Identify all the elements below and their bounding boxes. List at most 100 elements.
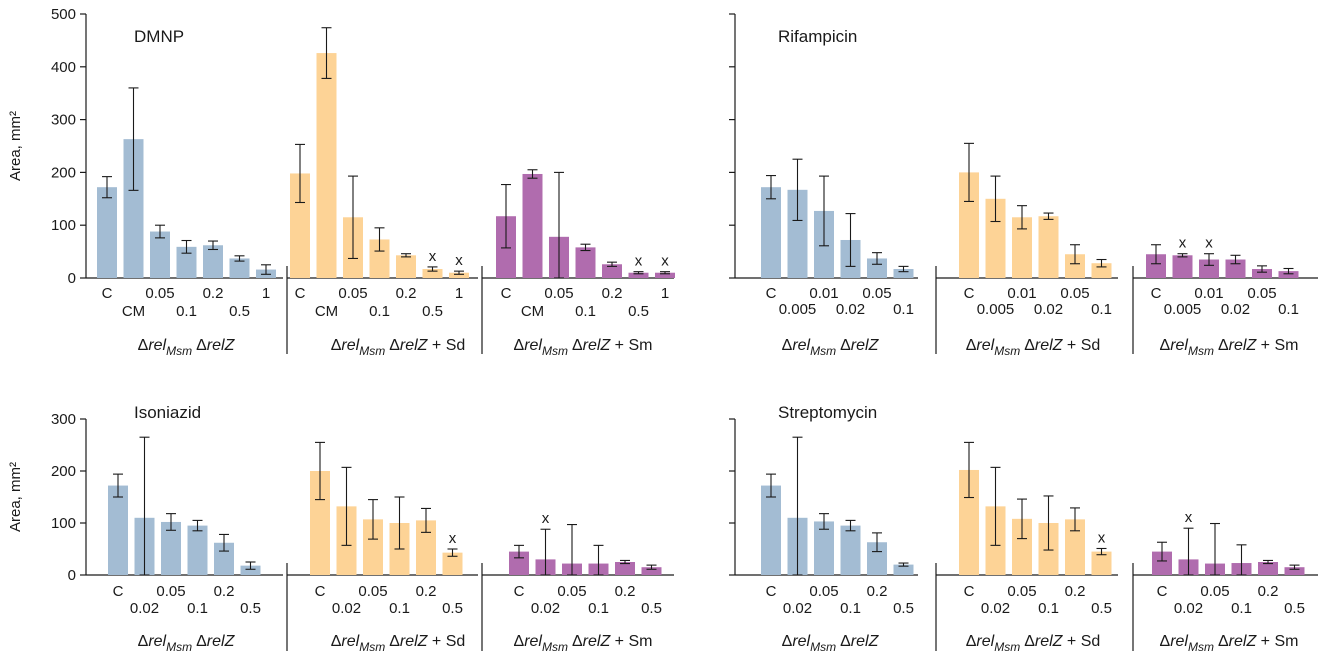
x-tick-label: 0.1	[187, 600, 208, 617]
group-label: ΔrelMsm ΔrelZ + Sd	[966, 633, 1101, 654]
bar-group-1: C CM0.050.1 0.2 0.5 1	[97, 87, 276, 320]
bar	[1252, 269, 1272, 278]
bar	[840, 525, 861, 575]
bar	[814, 521, 834, 575]
bar	[1012, 518, 1032, 575]
x-tick-label: C	[964, 583, 975, 600]
x-tick-label: 0.2	[602, 285, 623, 302]
bar	[176, 246, 197, 278]
x-tick-label: 0.05	[338, 285, 367, 302]
x-tick-label: 0.02	[783, 600, 812, 617]
x-tick-label: 0.02	[981, 600, 1010, 617]
group-label: ΔrelMsm ΔrelZ + Sd	[331, 633, 466, 654]
x-tick-label: 0.005	[977, 301, 1015, 318]
bar	[1284, 567, 1305, 575]
bar	[522, 173, 543, 278]
bar	[108, 485, 128, 575]
x-tick-label: 0.01	[1194, 285, 1223, 302]
x-tick-label: 0.1	[1091, 301, 1112, 318]
bar	[1172, 255, 1193, 278]
bar-group-3: Cx 0.005 x 0.010.020.050.1	[1146, 235, 1299, 318]
x-tick-label: 0.5	[641, 600, 662, 617]
bar	[615, 562, 635, 575]
bar	[575, 247, 596, 278]
y-tick-label: 200	[51, 463, 76, 480]
y-tick-label: 0	[68, 270, 76, 287]
bar	[240, 565, 261, 575]
x-tick-label: 0.5	[1284, 600, 1305, 617]
group-label: ΔrelMsm ΔrelZ + Sd	[331, 337, 466, 358]
marker-x: x	[1205, 235, 1213, 252]
bar	[442, 552, 463, 575]
x-tick-label: 0.1	[176, 303, 197, 320]
bar-group-2: C 0.020.050.1 0.2 x 0.5	[959, 441, 1112, 617]
bar	[761, 187, 781, 278]
x-tick-label: 0.01	[809, 285, 838, 302]
x-tick-label: CM	[122, 303, 145, 320]
x-tick-label: C	[514, 583, 525, 600]
panel-title: Streptomycin	[778, 403, 877, 422]
bar-group-3: Cx 0.020.050.1 0.2 0.5	[1152, 509, 1305, 617]
bar	[97, 187, 117, 278]
bar	[229, 258, 250, 278]
x-tick-label: 1	[661, 285, 669, 302]
marker-x: x	[542, 510, 550, 527]
x-tick-label: 0.05	[862, 285, 891, 302]
bar	[1278, 271, 1299, 278]
bar	[628, 272, 649, 278]
x-tick-label: 0.2	[214, 583, 235, 600]
x-tick-label: 0.1	[1231, 600, 1252, 617]
x-tick-label: 0.2	[416, 583, 437, 600]
bar	[161, 521, 181, 575]
bar	[893, 269, 914, 278]
bar	[867, 542, 887, 575]
group-label: ΔrelMsm ΔrelZ + Sm	[1160, 633, 1299, 654]
x-tick-label: 0.02	[130, 600, 159, 617]
marker-x: x	[1179, 235, 1187, 252]
x-tick-label: 0.5	[229, 303, 250, 320]
group-label: ΔrelMsm ΔrelZ	[782, 633, 880, 654]
bar-group-3: Cx 0.020.050.1 0.2 0.5	[509, 510, 662, 617]
x-tick-label: 0.2	[203, 285, 224, 302]
x-tick-label: 0.05	[145, 285, 174, 302]
group-label: ΔrelMsm ΔrelZ	[138, 633, 236, 654]
bar	[369, 239, 390, 278]
bar	[602, 264, 622, 278]
panel-title: DMNP	[134, 27, 184, 46]
x-tick-label: C	[964, 285, 975, 302]
x-tick-label: 0.02	[836, 301, 865, 318]
bar-group-3: C CM0.050.1 0.2 x 0.5 x 1	[496, 169, 675, 320]
bar-group-1: C 0.020.050.1 0.2 0.5	[108, 436, 261, 617]
bar	[1199, 259, 1219, 278]
x-tick-label: 0.01	[1007, 285, 1036, 302]
bar	[1258, 562, 1278, 575]
group-label: ΔrelMsm ΔrelZ	[782, 337, 880, 358]
group-label: ΔrelMsm ΔrelZ	[138, 337, 236, 358]
x-tick-label: 0.2	[1258, 583, 1279, 600]
x-tick-label: 0.02	[531, 600, 560, 617]
bar	[449, 272, 469, 278]
x-tick-label: 0.5	[628, 303, 649, 320]
x-tick-label: 0.1	[389, 600, 410, 617]
x-tick-label: 0.1	[893, 301, 914, 318]
x-tick-label: 0.1	[1038, 600, 1059, 617]
marker-x: x	[1185, 509, 1193, 526]
marker-x: x	[1098, 529, 1106, 546]
x-tick-label: 0.02	[1221, 301, 1250, 318]
x-tick-label: C	[766, 285, 777, 302]
x-tick-label: CM	[315, 303, 338, 320]
x-tick-label: 1	[262, 285, 270, 302]
bar	[1146, 254, 1166, 278]
x-tick-label: 0.05	[1247, 285, 1276, 302]
x-tick-label: 0.1	[1278, 301, 1299, 318]
bar	[641, 567, 662, 575]
bar	[1012, 217, 1032, 278]
x-tick-label: C	[113, 583, 124, 600]
marker-x: x	[449, 530, 457, 547]
y-tick-label: 300	[51, 112, 76, 129]
x-tick-label: 0.2	[396, 285, 417, 302]
panel-title: Isoniazid	[134, 403, 201, 422]
x-tick-label: C	[315, 583, 326, 600]
